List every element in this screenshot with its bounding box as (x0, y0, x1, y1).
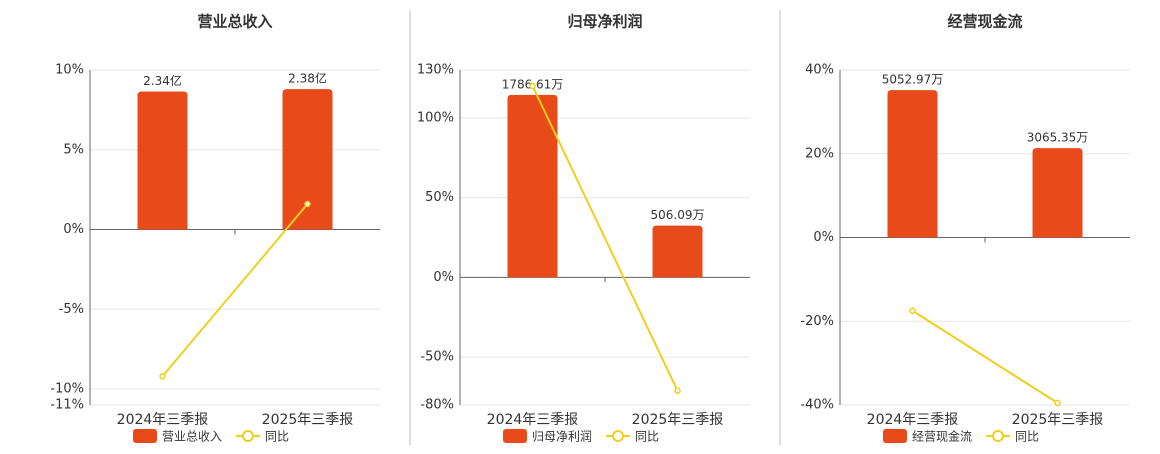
legend-label: 同比 (265, 430, 289, 444)
chart-title: 营业总收入 (197, 13, 272, 31)
data-label: 5052.97万 (882, 73, 944, 87)
legend-symbol (883, 429, 907, 443)
line (531, 85, 679, 392)
x-tick-label: 2025年三季报 (262, 412, 354, 428)
chart-title: 经营现金流 (947, 13, 1022, 31)
bar (1032, 148, 1083, 238)
x-tick-label: 2024年三季报 (867, 412, 959, 428)
x-tick-label: 2024年三季报 (117, 412, 209, 428)
y-tick-label: 100% (417, 110, 454, 125)
y-tick-label: -50% (420, 350, 454, 365)
line (161, 203, 309, 377)
legend-label: 归母净利润 (532, 430, 592, 444)
legend-symbol (242, 430, 255, 442)
x-tick-label: 2025年三季报 (1012, 412, 1104, 428)
data-label: 2.38亿 (288, 71, 327, 86)
bar (887, 90, 938, 238)
bar (137, 91, 188, 230)
y-tick-label: 50% (425, 190, 454, 205)
y-tick-label: -10% (50, 382, 84, 397)
legend-label: 营业总收入 (162, 430, 222, 444)
point (674, 387, 681, 394)
legend-symbol (992, 430, 1005, 442)
chart-title: 归母净利润 (567, 13, 642, 31)
bar (652, 225, 703, 278)
y-tick-label: -11% (50, 398, 84, 413)
y-tick-label: 10% (55, 63, 84, 78)
y-tick-label: 5% (63, 142, 84, 157)
y-tick-label: 0% (63, 222, 84, 237)
data-label: 506.09万 (651, 208, 705, 222)
point (909, 307, 916, 315)
y-tick-label: 0% (813, 230, 834, 245)
line (911, 309, 1059, 404)
y-tick-label: -20% (800, 314, 834, 329)
x-tick-label: 2025年三季报 (632, 412, 724, 428)
y-tick-label: -5% (59, 302, 84, 317)
legend-label: 经营现金流 (912, 429, 972, 444)
y-tick-label: 40% (805, 63, 834, 78)
y-tick-label: -40% (800, 398, 834, 413)
data-label: 2.34亿 (143, 73, 182, 88)
legend-symbol (133, 429, 157, 443)
bar (507, 94, 558, 278)
y-tick-label: 0% (433, 270, 454, 285)
x-tick-label: 2024年三季报 (487, 412, 579, 428)
legend-symbol (503, 429, 527, 443)
point (1054, 399, 1061, 407)
data-label: 3065.35万 (1027, 131, 1089, 145)
point (159, 373, 166, 380)
legend-symbol (612, 430, 625, 442)
y-tick-label: 20% (805, 146, 834, 161)
legend-label: 同比 (1015, 430, 1039, 444)
point (304, 200, 311, 208)
legend-label: 同比 (635, 430, 659, 444)
bar (282, 89, 333, 230)
point (529, 82, 536, 90)
y-tick-label: -80% (420, 398, 454, 413)
y-tick-label: 130% (417, 63, 454, 78)
